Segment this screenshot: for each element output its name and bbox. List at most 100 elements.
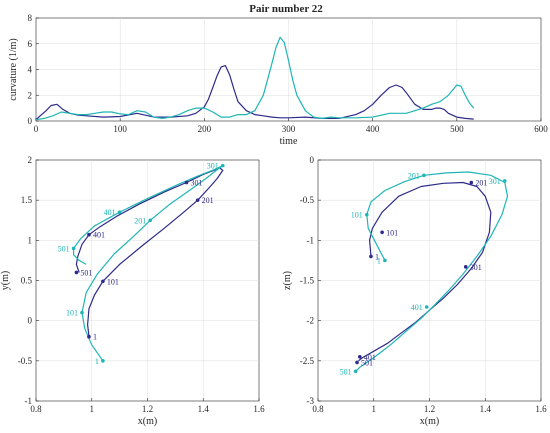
figure-title: Pair number 22 — [249, 3, 323, 15]
point-label: 201 — [202, 196, 214, 205]
y-tick-label: 1 — [28, 235, 33, 245]
point-label: 501 — [361, 358, 373, 367]
y-tick-label: 1.5 — [21, 195, 33, 205]
point-label: 401 — [93, 231, 105, 240]
point-marker — [101, 359, 105, 363]
y-tick-label: -1 — [307, 235, 315, 245]
x-tick-label: 1.4 — [198, 404, 210, 414]
point-label: 101 — [66, 309, 78, 318]
x-axis-label: x(m) — [138, 416, 157, 427]
point-marker — [184, 180, 189, 185]
y-tick-label: -3 — [307, 396, 315, 406]
y-tick-label: -2 — [307, 316, 315, 326]
point-marker — [220, 163, 225, 168]
x-axis-label: x(m) — [420, 416, 439, 427]
x-tick-label: 400 — [366, 124, 380, 134]
point-label: 501 — [58, 244, 70, 253]
point-marker — [424, 305, 429, 309]
y-tick-label: -2.5 — [300, 356, 315, 366]
x-axis-label: time — [280, 136, 298, 147]
point-marker — [80, 310, 84, 315]
x-tick-label: 100 — [113, 124, 127, 134]
x-tick-label: 0.8 — [30, 404, 42, 414]
x-tick-label: 1.4 — [480, 404, 492, 414]
y-tick-label: 8 — [28, 13, 33, 23]
x-tick-label: 1.6 — [253, 404, 265, 414]
series-line-2 — [73, 165, 224, 362]
point-label: 101 — [107, 277, 119, 286]
x-tick-label: 200 — [198, 124, 212, 134]
point-label: 501 — [340, 367, 352, 376]
x-tick-label: 500 — [450, 124, 464, 134]
curvature-plot: 0 100 200 300 400 500 600 0 2 4 6 8 time curvature (1… — [8, 13, 548, 147]
y-tick-label: -0.5 — [18, 356, 33, 366]
point-label: 401 — [411, 303, 423, 312]
y-tick-label: 4 — [28, 65, 33, 75]
point-label: 501 — [80, 268, 92, 277]
point-marker — [195, 198, 200, 202]
series-line-1 — [358, 181, 492, 362]
x-tick-label: 1.2 — [424, 404, 435, 414]
point-marker — [87, 334, 91, 339]
point-marker — [353, 369, 358, 374]
point-marker — [502, 179, 507, 183]
y-tick-label: -1 — [25, 396, 33, 406]
y-tick-label: 2 — [28, 155, 33, 165]
point-marker — [117, 210, 122, 215]
x-tick-label: 0 — [34, 124, 39, 134]
point-label: 301 — [489, 177, 501, 186]
xy-plot: 0.8 1 1.2 1.4 1.6 -1 -0.5 0 0.5 1 1.5 2 x(m) y(m) 1 101… — [0, 155, 265, 427]
point-marker — [422, 173, 426, 178]
point-label: 101 — [351, 211, 363, 220]
point-label: 101 — [386, 228, 398, 237]
y-tick-label: -0.5 — [300, 195, 315, 205]
point-label: 401 — [104, 208, 116, 217]
x-tick-label: 0.8 — [312, 404, 324, 414]
x-tick-label: 1.6 — [535, 404, 547, 414]
point-marker — [358, 355, 362, 359]
point-label: 201 — [408, 171, 420, 180]
point-label: 401 — [364, 353, 376, 362]
point-marker — [469, 180, 474, 185]
x-tick-label: 1 — [90, 404, 95, 414]
y-axis-label: z(m) — [282, 271, 293, 290]
point-label: 301 — [207, 162, 219, 171]
xz-plot: 0.8 1 1.2 1.4 1.6 -3 -2.5 -2 -1.5 -1 -0.5 0 x(m) z(m)… — [282, 155, 547, 427]
series-line-2 — [355, 171, 509, 372]
point-label: 1 — [375, 252, 379, 261]
x-tick-label: 300 — [282, 124, 296, 134]
point-label: 1 — [377, 256, 381, 265]
y-tick-label: 2 — [28, 90, 33, 100]
point-label: 301 — [470, 263, 482, 272]
point-marker — [364, 212, 369, 217]
point-label: 301 — [191, 178, 203, 187]
point-label: 1 — [95, 357, 99, 366]
y-tick-label: 6 — [28, 39, 33, 49]
point-marker — [71, 246, 76, 251]
x-tick-label: 1.2 — [142, 404, 153, 414]
point-marker — [87, 232, 91, 237]
point-label: 201 — [134, 216, 146, 225]
x-tick-label: 1 — [372, 404, 377, 414]
y-tick-label: -1.5 — [300, 276, 315, 286]
y-tick-label: 0 — [28, 116, 33, 126]
point-marker — [463, 265, 468, 269]
point-marker — [101, 279, 105, 284]
point-marker — [355, 360, 359, 365]
point-marker — [383, 258, 387, 263]
point-label: 1 — [93, 333, 97, 342]
y-tick-label: 0.5 — [21, 276, 33, 286]
series-line-2 — [35, 36, 475, 121]
point-marker — [74, 270, 79, 275]
point-marker — [380, 230, 384, 235]
x-tick-label: 600 — [534, 124, 548, 134]
y-tick-label: 0 — [28, 316, 33, 326]
y-axis-label: curvature (1/m) — [8, 38, 19, 100]
y-axis-label: y(m) — [0, 271, 11, 290]
y-tick-label: 0 — [310, 155, 315, 165]
point-label: 201 — [475, 178, 487, 187]
point-marker — [369, 254, 373, 259]
point-marker — [148, 218, 153, 223]
